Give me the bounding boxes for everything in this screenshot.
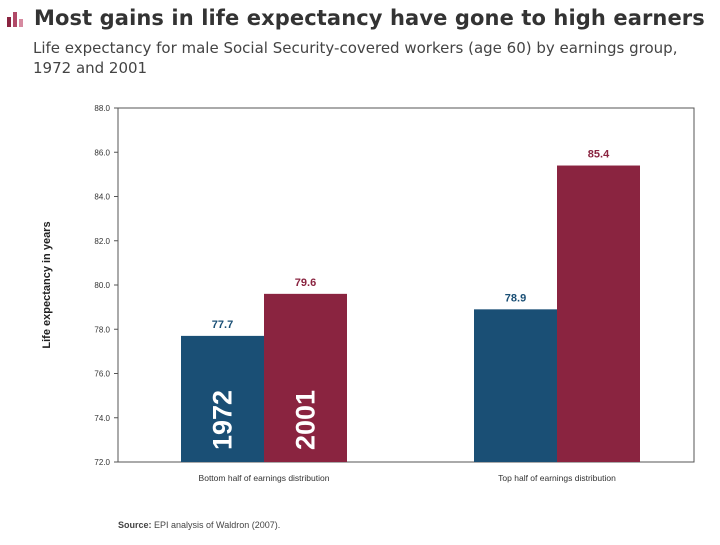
bar-value-label: 79.6 xyxy=(295,277,316,289)
y-tick-label: 76.0 xyxy=(94,370,110,379)
y-axis-label: Life expectancy in years xyxy=(41,221,53,348)
bar-2001-bottom-half xyxy=(264,293,347,462)
chart-subtitle: Life expectancy for male Social Security… xyxy=(33,39,678,77)
bars: 77.7 1972 79.6 2001 78.9 85.4 xyxy=(181,149,640,462)
series-label-1972: 1972 xyxy=(208,390,238,450)
bar-value-label: 85.4 xyxy=(588,149,610,161)
bar-chart-icon xyxy=(7,12,23,27)
y-tick-label: 72.0 xyxy=(94,458,110,467)
y-tick-label: 74.0 xyxy=(94,414,110,423)
source-text: EPI analysis of Waldron (2007). xyxy=(154,520,281,530)
y-tick-label: 80.0 xyxy=(94,281,110,290)
bar-value-label: 78.9 xyxy=(505,292,526,304)
bar-1972-top-half xyxy=(474,309,557,462)
x-category-label: Bottom half of earnings distribution xyxy=(199,473,330,483)
y-tick-label: 82.0 xyxy=(94,237,110,246)
bar-1972-bottom-half xyxy=(181,335,264,462)
bar-value-label: 77.7 xyxy=(212,319,233,331)
source-note: Source: EPI analysis of Waldron (2007). xyxy=(118,520,280,530)
x-axis: Bottom half of earnings distribution Top … xyxy=(199,473,617,483)
y-tick-label: 86.0 xyxy=(94,148,110,157)
bar-2001-top-half xyxy=(557,165,640,462)
y-tick-label: 88.0 xyxy=(94,104,110,113)
x-category-label: Top half of earnings distribution xyxy=(498,473,616,483)
y-tick-label: 78.0 xyxy=(94,325,110,334)
series-label-2001: 2001 xyxy=(291,390,321,450)
y-tick-label: 84.0 xyxy=(94,193,110,202)
page-title: Most gains in life expectancy have gone … xyxy=(34,6,705,30)
y-axis: 72.0 74.0 76.0 78.0 80.0 82.0 84.0 86.0 88.0 xyxy=(94,104,118,467)
source-label: Source: xyxy=(118,520,152,530)
title-row: Most gains in life expectancy have gone … xyxy=(6,6,705,30)
